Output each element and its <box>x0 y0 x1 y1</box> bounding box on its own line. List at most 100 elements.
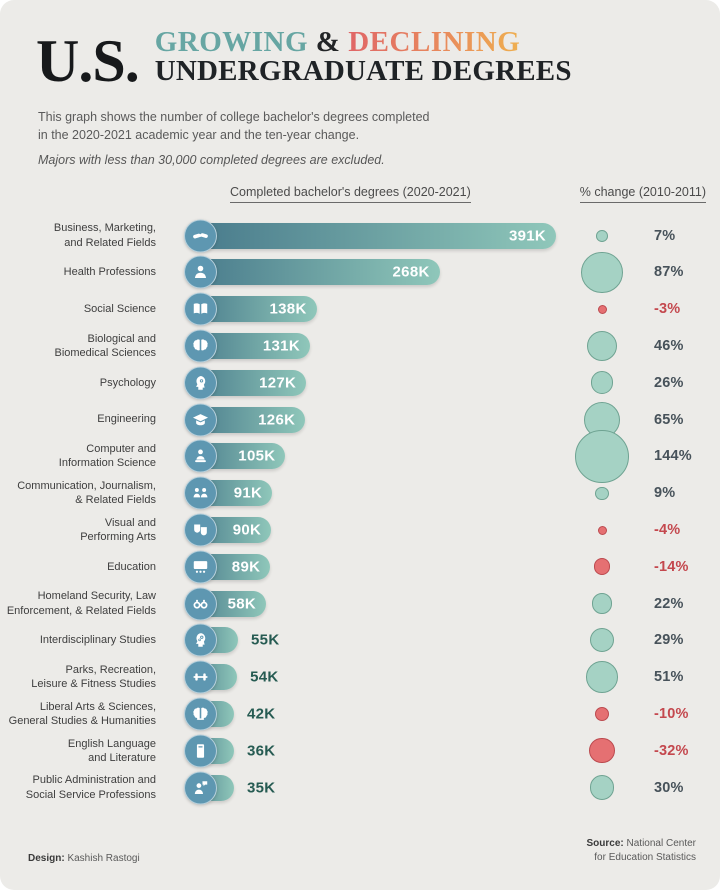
degree-bar: 131K <box>184 329 310 363</box>
degree-bar: 105K <box>184 439 286 473</box>
theater-masks-icon <box>184 513 217 547</box>
degree-bar: 126K <box>184 403 306 437</box>
degree-bar <box>184 734 234 768</box>
degree-bar <box>184 623 239 657</box>
major-label: Computer and Information Science <box>58 443 156 470</box>
change-value: 30% <box>654 779 684 796</box>
chart-row: Business, Marketing, and Related Fields … <box>0 217 720 254</box>
degree-count: 42K <box>247 705 276 723</box>
bar-cell: 127K <box>184 364 560 401</box>
computer-user-icon <box>184 439 217 473</box>
change-value: -32% <box>654 742 689 759</box>
bar-cell: 55K <box>184 622 560 659</box>
change-value: -3% <box>654 301 681 318</box>
change-value: 65% <box>654 411 684 428</box>
major-label: Health Professions <box>63 266 156 279</box>
degree-count: 54K <box>250 668 279 686</box>
bar-cell: 131K <box>184 328 560 365</box>
major-label: Visual and Performing Arts <box>80 516 156 544</box>
bar-cell: 35K <box>184 769 560 806</box>
chart-row: Interdisciplinary Studies 55K 29% <box>0 622 720 659</box>
head-brain-icon <box>184 366 217 400</box>
change-bubble-cell <box>560 291 644 328</box>
degree-bar <box>184 771 234 805</box>
design-credit: Design: Kashish Rastogi <box>28 853 140 864</box>
degree-bar: 391K <box>184 219 556 253</box>
change-bubble <box>597 304 607 314</box>
degree-count: 105K <box>238 447 276 465</box>
change-bubble-cell <box>560 475 644 512</box>
change-value: 26% <box>654 374 684 391</box>
change-bubble-cell <box>560 696 644 733</box>
book-icon <box>184 734 217 768</box>
change-bubble <box>590 371 614 395</box>
brain-book-icon <box>184 697 217 731</box>
change-value: 22% <box>654 595 684 612</box>
change-value: 46% <box>654 338 684 355</box>
major-label: English Language and Literature <box>67 737 156 764</box>
major-label: Parks, Recreation, Leisure & Fitness Stu… <box>31 663 156 691</box>
dumbbell-icon <box>184 660 217 694</box>
bar-cell: 54K <box>184 659 560 696</box>
change-value: -14% <box>654 558 689 575</box>
title-line-1: GROWING & DECLINING <box>155 28 572 57</box>
major-label: Biological and Biomedical Sciences <box>54 332 157 360</box>
degree-count: 268K <box>392 263 430 281</box>
degree-count: 126K <box>258 411 296 429</box>
change-value: 51% <box>654 669 684 686</box>
degree-count: 55K <box>251 631 280 649</box>
major-label: Liberal Arts & Sciences, General Studies… <box>8 700 156 727</box>
handcuffs-icon <box>184 587 217 621</box>
major-label: Engineering <box>97 413 156 426</box>
change-bubble <box>596 229 608 242</box>
chart-row: Parks, Recreation, Leisure & Fitness Stu… <box>0 659 720 696</box>
change-bubble <box>581 251 623 294</box>
design-credit-label: Design: <box>28 853 65 864</box>
degree-bar: 138K <box>184 292 317 326</box>
degree-bar: 127K <box>184 366 307 400</box>
major-label: Homeland Security, Law Enforcement, & Re… <box>6 590 156 617</box>
major-label: Education <box>107 560 156 573</box>
chart-row: Psychology 127K 26% <box>0 364 720 401</box>
change-value: 7% <box>654 227 676 244</box>
change-bubble-cell <box>560 659 644 696</box>
page-title: GROWING & DECLINING UNDERGRADUATE DEGREE… <box>155 28 572 86</box>
degree-count: 138K <box>269 300 307 318</box>
bar-cell: 268K <box>184 254 560 291</box>
chart-row: Liberal Arts & Sciences, General Studies… <box>0 696 720 733</box>
major-label: Public Administration and Social Service… <box>25 774 156 801</box>
degree-bar: 89K <box>184 550 271 584</box>
source-credit-label: Source: <box>586 838 624 849</box>
change-bubble <box>595 486 609 500</box>
chart-row: Visual and Performing Arts 90K -4% <box>0 512 720 549</box>
change-value: 29% <box>654 632 684 649</box>
change-bubble-cell <box>560 364 644 401</box>
change-bubble-cell <box>560 769 644 806</box>
degree-count: 36K <box>247 742 276 760</box>
chart-row: Public Administration and Social Service… <box>0 769 720 806</box>
source-credit: Source: National Center for Education St… <box>587 837 697 864</box>
change-bubble <box>589 738 615 764</box>
chart-row: Homeland Security, Law Enforcement, & Re… <box>0 585 720 622</box>
bar-cell: 105K <box>184 438 560 475</box>
title-ampersand: & <box>315 26 341 58</box>
bars-column-header: Completed bachelor's degrees (2020-2021) <box>230 185 471 204</box>
degree-count: 127K <box>259 374 297 392</box>
degree-count: 391K <box>508 227 546 245</box>
chart-row: Health Professions 268K 87% <box>0 251 720 294</box>
major-label: Interdisciplinary Studies <box>39 634 156 647</box>
degree-bar: 91K <box>184 476 273 510</box>
column-headers: Completed bachelor's degrees (2020-2021)… <box>0 185 720 205</box>
change-value: -10% <box>654 706 689 722</box>
chart-row: Biological and Biomedical Sciences 131K … <box>0 328 720 365</box>
major-label: Communication, Journalism, & Related Fie… <box>17 479 156 507</box>
degree-count: 35K <box>247 779 276 797</box>
bar-cell: 138K <box>184 291 560 328</box>
change-bubble <box>589 775 615 800</box>
footer: Design: Kashish Rastogi Source: National… <box>0 837 720 868</box>
change-bubble <box>594 706 610 722</box>
change-bubble <box>586 661 618 694</box>
handshake-icon <box>184 219 217 253</box>
exclusion-note: Majors with less than 30,000 completed d… <box>38 153 385 168</box>
